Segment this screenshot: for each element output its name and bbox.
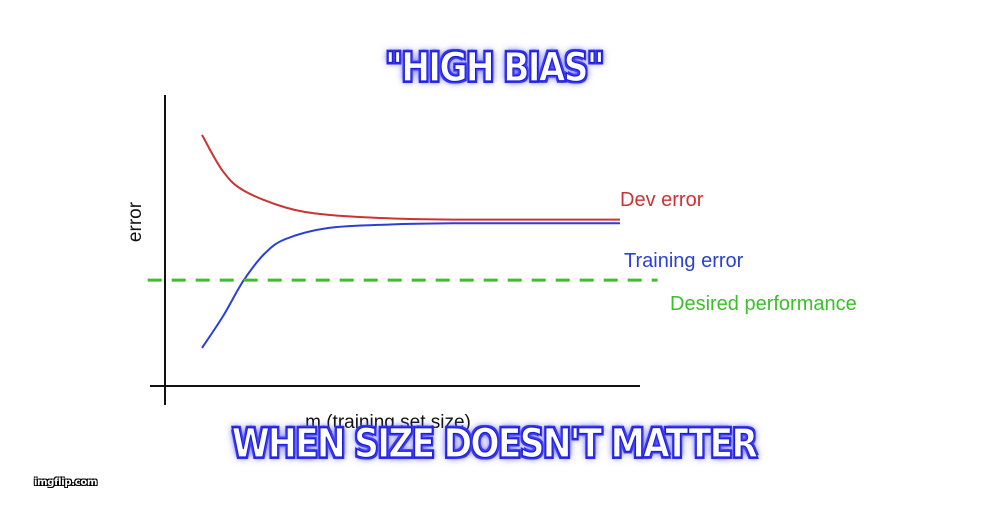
training-error-label: Training error <box>624 250 744 272</box>
x-axis-label: m (training set size) <box>305 412 471 433</box>
dev-error-curve <box>201 134 620 221</box>
bottom-caption: WHEN SIZE DOESN'T MATTER <box>231 421 758 467</box>
dev-error-label: Dev error <box>620 189 704 211</box>
training-error-curve <box>201 222 620 349</box>
y-axis-label: error <box>125 201 146 242</box>
desired-performance-label: Desired performance <box>670 293 857 315</box>
top-caption: "HIGH BIAS" <box>385 45 606 91</box>
series-layer <box>147 134 658 349</box>
imgflip-watermark: imgflip.com <box>34 477 98 488</box>
